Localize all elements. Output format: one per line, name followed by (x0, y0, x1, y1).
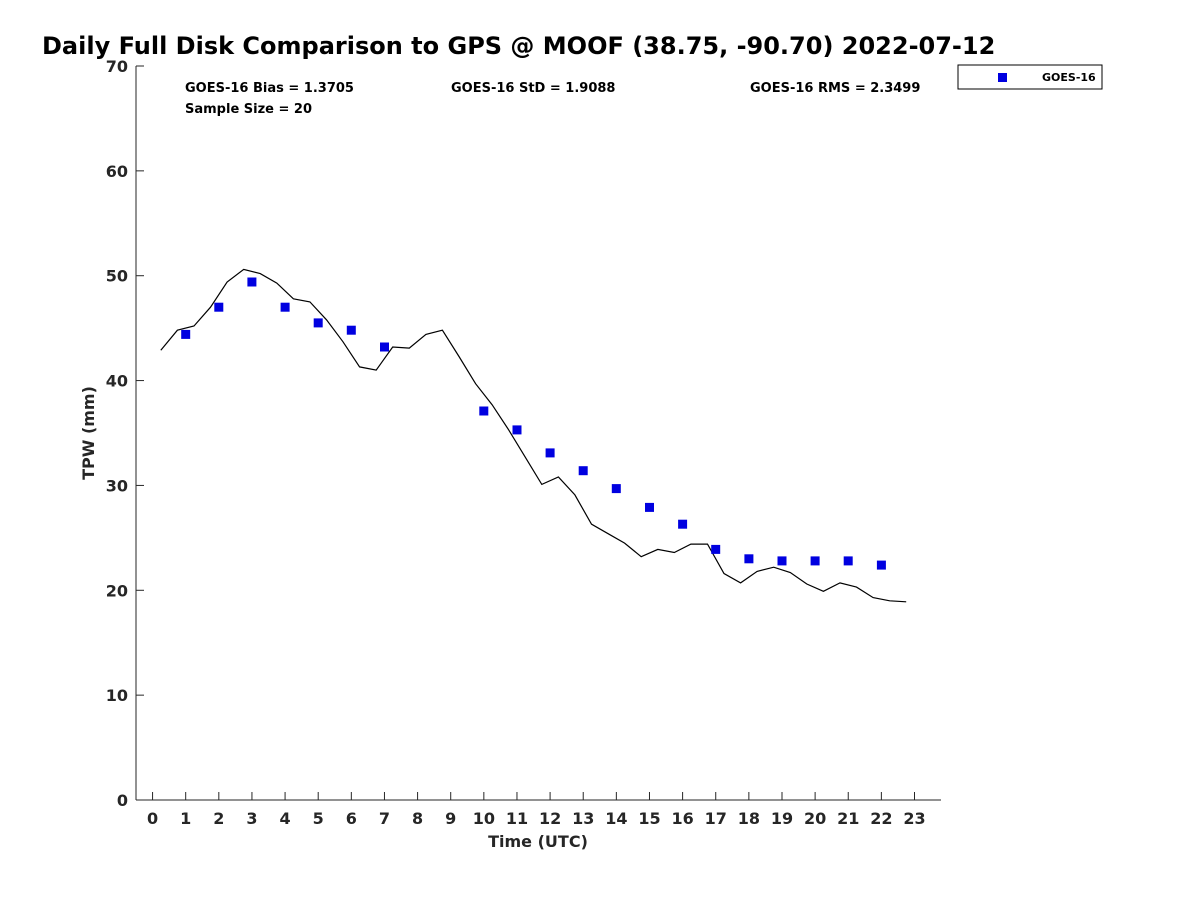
x-tick-label: 10 (473, 809, 495, 828)
x-tick-label: 14 (605, 809, 627, 828)
goes16-point (280, 302, 290, 312)
x-tick-label: 11 (506, 809, 528, 828)
goes16-point (247, 277, 257, 287)
x-tick-label: 15 (638, 809, 660, 828)
x-tick-label: 21 (837, 809, 859, 828)
x-tick-label: 6 (346, 809, 357, 828)
legend: GOES-16 (957, 64, 1103, 90)
x-tick-label: 20 (804, 809, 826, 828)
goes16-points-group (181, 277, 886, 570)
goes16-point (380, 342, 389, 352)
goes16-point (611, 484, 621, 494)
bias-stat: GOES-16 Bias = 1.3705 (185, 81, 354, 96)
x-tick-label: 7 (379, 809, 390, 828)
goes16-point (711, 544, 721, 554)
x-tick-label: 3 (246, 809, 257, 828)
chart-title: Daily Full Disk Comparison to GPS @ MOOF… (42, 32, 995, 60)
y-tick-label: 0 (117, 791, 128, 810)
goes16-point (545, 448, 555, 458)
x-tick-label: 9 (445, 809, 456, 828)
x-tick-label: 18 (738, 809, 760, 828)
goes16-point (843, 556, 853, 566)
goes16-point (181, 329, 191, 339)
x-tick-label: 8 (412, 809, 423, 828)
goes16-point (479, 406, 489, 416)
x-tick-label: 17 (705, 809, 727, 828)
x-tick-label: 22 (870, 809, 892, 828)
x-tick-label: 16 (671, 809, 693, 828)
y-tick-label: 50 (106, 267, 128, 286)
goes16-point (645, 502, 654, 512)
y-tick-label: 60 (106, 162, 128, 181)
goes16-point (876, 560, 886, 570)
legend-box (957, 64, 1103, 90)
goes16-point (678, 519, 688, 529)
std-stat: GOES-16 StD = 1.9088 (451, 81, 615, 96)
rms-stat: GOES-16 RMS = 2.3499 (750, 81, 920, 96)
goes16-point (810, 556, 820, 566)
goes16-point (512, 425, 522, 435)
goes16-point (313, 318, 323, 328)
gps-line-group (160, 268, 907, 603)
x-tick-label: 12 (539, 809, 561, 828)
sample-size-stat: Sample Size = 20 (185, 102, 312, 117)
x-tick-label: 5 (313, 809, 324, 828)
x-tick-label: 0 (147, 809, 158, 828)
x-tick-label: 2 (213, 809, 224, 828)
x-tick-label: 1 (180, 809, 191, 828)
y-tick-label: 20 (106, 581, 128, 600)
goes16-point (744, 554, 754, 564)
goes16-point (346, 325, 356, 335)
legend-label: GOES-16 (1042, 71, 1096, 84)
x-tick-label: 4 (280, 809, 291, 828)
x-tick-label: 23 (903, 809, 925, 828)
goes16-point (214, 302, 224, 312)
goes16-point (777, 556, 787, 566)
y-tick-label: 10 (106, 686, 128, 705)
x-tick-label: 19 (771, 809, 793, 828)
goes16-point (578, 466, 588, 476)
gps-line (160, 268, 907, 603)
y-tick-label: 70 (106, 57, 128, 76)
y-axis-label: TPW (mm) (79, 386, 98, 480)
y-tick-label: 40 (106, 372, 128, 391)
x-axis-label: Time (UTC) (488, 832, 588, 851)
y-tick-label: 30 (106, 476, 128, 495)
x-tick-label: 13 (572, 809, 594, 828)
legend-marker (998, 73, 1007, 82)
